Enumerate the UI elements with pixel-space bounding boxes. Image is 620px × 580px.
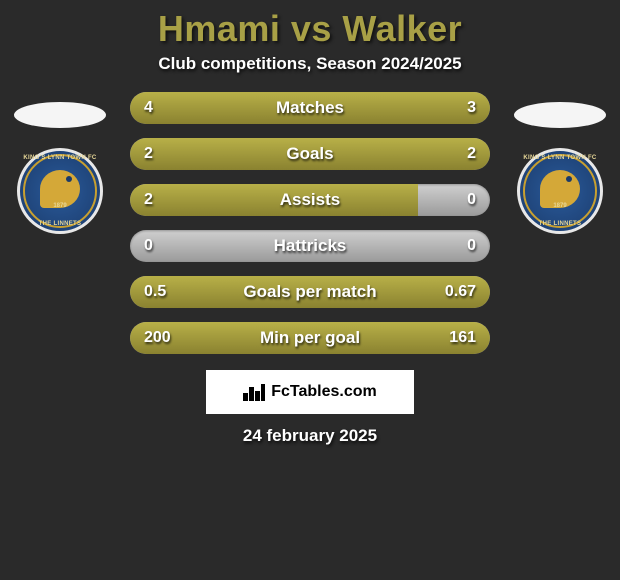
left-club-name: KING'S LYNN TOWN FC	[20, 155, 100, 161]
left-club-nickname: THE LINNETS	[20, 221, 100, 227]
bar-chart-icon	[243, 383, 265, 401]
right-club-name: KING'S LYNN TOWN FC	[520, 155, 600, 161]
stat-label: Hattricks	[130, 230, 490, 262]
comparison-row: KING'S LYNN TOWN FC 1879 THE LINNETS 43M…	[0, 92, 620, 354]
stat-bar: 200161Min per goal	[130, 322, 490, 354]
page-subtitle: Club competitions, Season 2024/2025	[158, 54, 461, 74]
right-club-nickname: THE LINNETS	[520, 221, 600, 227]
stat-value-left: 2	[144, 184, 153, 216]
stat-value-right: 0.67	[445, 276, 476, 308]
stat-value-right: 161	[449, 322, 476, 354]
left-player-col: KING'S LYNN TOWN FC 1879 THE LINNETS	[10, 92, 110, 234]
stat-value-right: 0	[467, 230, 476, 262]
stat-bar: 43Matches	[130, 92, 490, 124]
left-player-photo-placeholder	[14, 102, 106, 128]
stat-bar: 22Goals	[130, 138, 490, 170]
right-club-year: 1879	[520, 203, 600, 209]
stat-fill-right	[310, 138, 490, 170]
attribution-text: FcTables.com	[271, 383, 377, 401]
root: Hmami vs Walker Club competitions, Seaso…	[0, 0, 620, 446]
stat-value-right: 0	[467, 184, 476, 216]
stats-bars: 43Matches22Goals20Assists00Hattricks0.50…	[130, 92, 490, 354]
stat-bar: 0.50.67Goals per match	[130, 276, 490, 308]
stat-value-right: 3	[467, 92, 476, 124]
stat-fill-left	[130, 138, 310, 170]
right-player-col: KING'S LYNN TOWN FC 1879 THE LINNETS	[510, 92, 610, 234]
stat-value-left: 200	[144, 322, 171, 354]
stat-bar: 20Assists	[130, 184, 490, 216]
stat-value-right: 2	[467, 138, 476, 170]
stat-value-left: 2	[144, 138, 153, 170]
stat-value-left: 4	[144, 92, 153, 124]
attribution-box: FcTables.com	[206, 370, 414, 414]
footer-date: 24 february 2025	[243, 426, 377, 446]
stat-fill-left	[130, 184, 418, 216]
stat-fill-left	[130, 92, 335, 124]
stat-value-left: 0	[144, 230, 153, 262]
stat-bar: 0 0Hattricks	[130, 230, 490, 262]
right-club-badge: KING'S LYNN TOWN FC 1879 THE LINNETS	[517, 148, 603, 234]
page-title: Hmami vs Walker	[158, 8, 462, 50]
stat-value-left: 0.5	[144, 276, 166, 308]
left-club-year: 1879	[20, 203, 100, 209]
left-club-badge: KING'S LYNN TOWN FC 1879 THE LINNETS	[17, 148, 103, 234]
right-player-photo-placeholder	[514, 102, 606, 128]
